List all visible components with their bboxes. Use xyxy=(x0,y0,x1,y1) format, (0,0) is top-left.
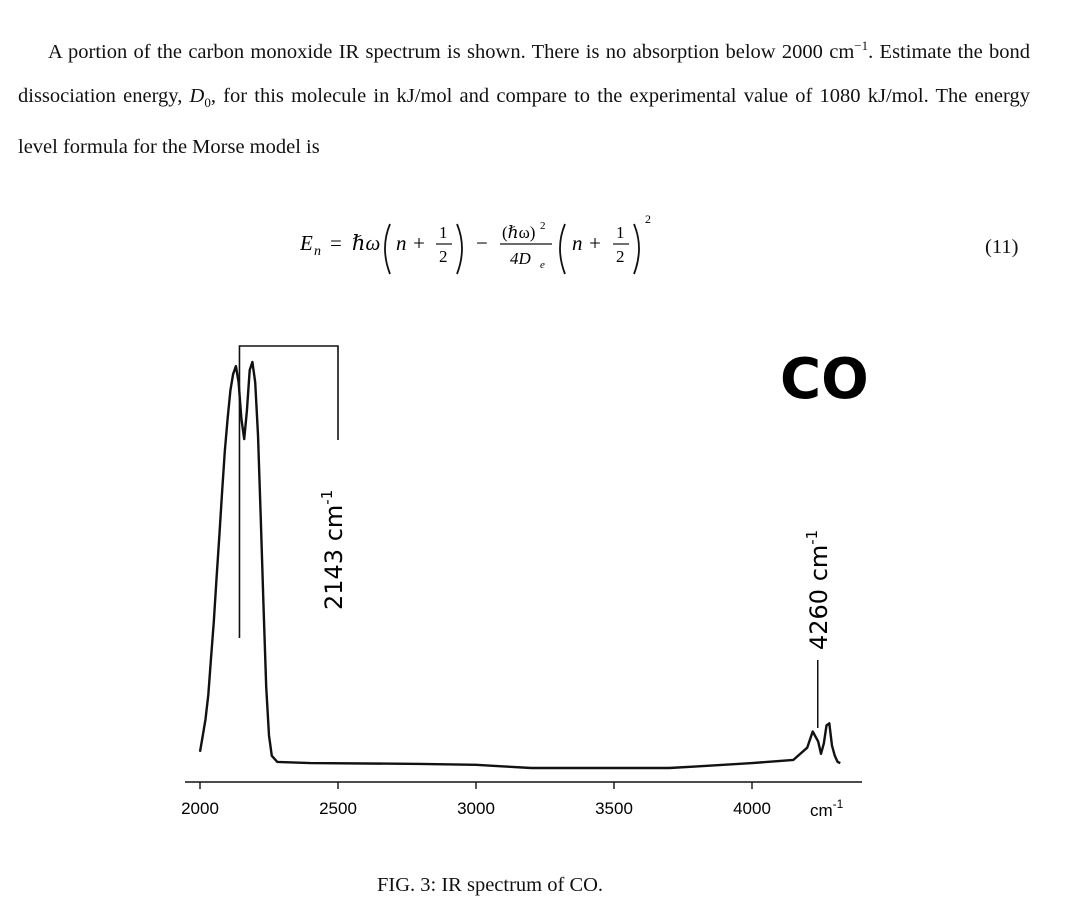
eq-frac2-num-sup: 2 xyxy=(540,220,546,232)
molecule-label: CO xyxy=(780,347,869,412)
problem-part1: A portion of the carbon monoxide IR spec… xyxy=(48,40,855,63)
eq-minus: − xyxy=(476,231,488,255)
problem-text: A portion of the carbon monoxide IR spec… xyxy=(18,24,1030,169)
problem-part1-sup: −1 xyxy=(854,38,869,53)
d0-symbol: D xyxy=(189,84,205,107)
eq-paren-close-2 xyxy=(633,223,640,275)
eq-paren-open-1 xyxy=(384,223,391,275)
x-tick-label-3000: 3000 xyxy=(457,799,495,818)
morse-equation: E n = ℏω n + 1 2 − (ℏω) 2 4D e n + 1 2 2 xyxy=(300,212,651,275)
eq-equals: = xyxy=(330,231,342,255)
eq-frac1-den: 2 xyxy=(439,247,448,266)
annotation-2143-sup: -1 xyxy=(318,490,336,505)
annotation-2143-label: 2143 cm-1 xyxy=(318,490,348,610)
figure-caption: FIG. 3: IR spectrum of CO. xyxy=(377,874,604,896)
eq-lhs: E xyxy=(300,231,313,255)
eq-frac2-den-sub: e xyxy=(540,259,545,271)
eq-lhs-sub: n xyxy=(314,244,321,259)
problem-part3: , for this molecule in kJ/mol and compar… xyxy=(18,84,1030,158)
x-axis-unit-sup: -1 xyxy=(833,797,844,811)
eq-paren-open-2 xyxy=(559,223,566,275)
x-axis-unit-label: cm-1 xyxy=(810,797,844,820)
eq-n-plus-1: n + xyxy=(396,231,426,255)
annotation-2143-bracket xyxy=(238,345,339,638)
equation-number: (11) xyxy=(985,236,1019,258)
annotation-4260-text: 4260 cm xyxy=(805,545,833,650)
x-axis-unit-text: cm xyxy=(810,801,833,820)
eq-power: 2 xyxy=(645,212,651,226)
x-tick-label-2000: 2000 xyxy=(181,799,219,818)
eq-frac2-den: 4D xyxy=(510,249,532,268)
x-tick-label-3500: 3500 xyxy=(595,799,633,818)
eq-frac3-num: 1 xyxy=(616,223,625,242)
problem-part2: . Estimate the bond dissociation energy, xyxy=(18,40,1030,107)
x-tick-label-2500: 2500 xyxy=(319,799,357,818)
eq-frac2-num: (ℏω) xyxy=(502,223,535,242)
eq-frac3-den: 2 xyxy=(616,247,625,266)
annotation-2143-text: 2143 cm xyxy=(320,505,348,610)
x-tick-label-4000: 4000 xyxy=(733,799,771,818)
eq-hbar-omega-1: ℏω xyxy=(352,231,380,255)
spectrum-line xyxy=(198,360,841,770)
eq-n-plus-2: n + xyxy=(572,231,602,255)
x-axis-ticks: 2000 2500 3000 3500 4000 xyxy=(181,782,771,818)
annotation-4260-label: 4260 cm-1 xyxy=(803,530,833,650)
eq-paren-close-1 xyxy=(456,223,463,275)
d0-sub: 0 xyxy=(204,94,211,110)
eq-frac1-num: 1 xyxy=(439,223,448,242)
ir-spectrum-chart: 2000 2500 3000 3500 4000 cm-1 2143 cm-14260 … xyxy=(181,345,869,820)
annotation-4260-sup: -1 xyxy=(803,530,821,545)
